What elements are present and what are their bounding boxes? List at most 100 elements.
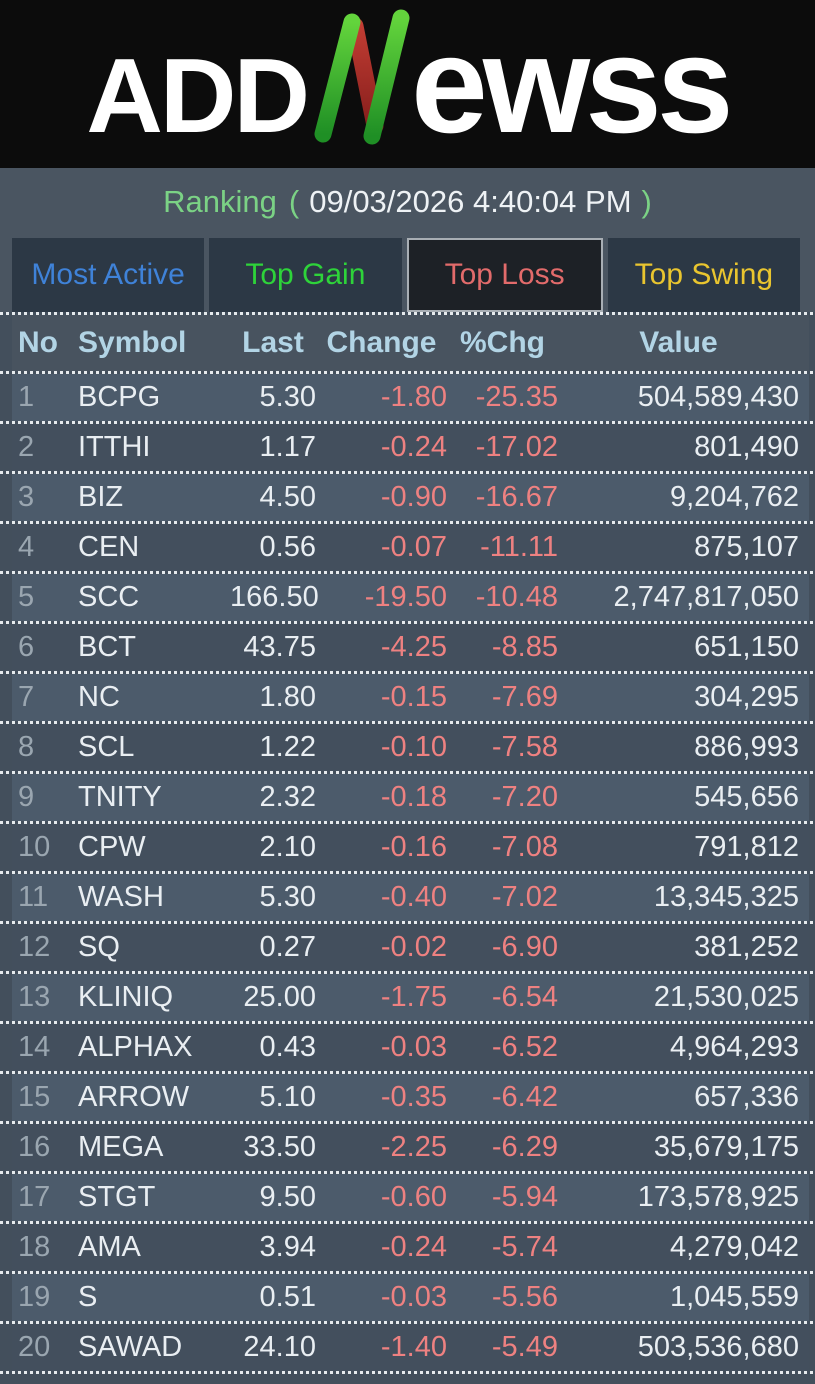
app-logo: ADD ewss [86,4,734,165]
table-row[interactable]: 1 BCPG 5.30 -1.80 -25.35 504,589,430 [12,374,809,421]
price-change: -0.07 [380,531,447,563]
percent-change: -7.69 [491,681,558,713]
price-change: -2.25 [380,1131,447,1163]
rank-number: 2 [18,431,35,463]
percent-change: -7.08 [491,831,558,863]
price-change: -0.10 [380,731,447,763]
last-price: 1.80 [259,681,316,713]
divider [0,471,815,474]
price-change: -0.35 [380,1081,447,1113]
price-change: -0.03 [380,1031,447,1063]
table-row[interactable]: 4 CEN 0.56 -0.07 -11.11 875,107 [12,524,809,571]
price-change: -19.50 [364,581,447,613]
last-price: 4.50 [259,481,316,513]
last-price: 9.50 [259,1181,316,1213]
stock-symbol: CPW [78,831,146,863]
trade-value: 9,204,762 [669,481,799,513]
stock-symbol: BIZ [78,481,124,513]
last-price: 1.17 [259,431,316,463]
table-row[interactable]: 3 BIZ 4.50 -0.90 -16.67 9,204,762 [12,474,809,521]
divider [0,371,815,374]
trade-value: 1,045,559 [669,1281,799,1313]
close-paren: ) [641,184,652,219]
percent-change: -10.48 [475,581,558,613]
price-change: -0.15 [380,681,447,713]
last-price: 25.00 [243,981,316,1013]
rank-number: 15 [18,1081,51,1113]
table-row[interactable]: 11 WASH 5.30 -0.40 -7.02 13,345,325 [12,874,809,921]
table-row[interactable]: 16 MEGA 33.50 -2.25 -6.29 35,679,175 [12,1124,809,1171]
rank-number: 14 [18,1031,51,1063]
percent-change: -11.11 [480,531,558,563]
table-row[interactable]: 13 KLINIQ 25.00 -1.75 -6.54 21,530,025 [12,974,809,1021]
divider [0,1321,815,1324]
table-row[interactable]: 15 ARROW 5.10 -0.35 -6.42 657,336 [12,1074,809,1121]
divider [0,921,815,924]
tab-top-gain[interactable]: Top Gain [209,238,402,312]
last-price: 166.50 [230,581,319,613]
trade-value: 35,679,175 [653,1131,799,1163]
divider [0,1221,815,1224]
divider [0,771,815,774]
divider [0,1171,815,1174]
table-row[interactable]: 7 NC 1.80 -0.15 -7.69 304,295 [12,674,809,721]
trade-value: 381,252 [694,931,799,963]
percent-change: -7.58 [491,731,558,763]
table-row[interactable]: 8 SCL 1.22 -0.10 -7.58 886,993 [12,724,809,771]
table-row[interactable]: 6 BCT 43.75 -4.25 -8.85 651,150 [12,624,809,671]
price-change: -1.75 [380,981,447,1013]
percent-change: -8.85 [491,631,558,663]
tab-top-loss[interactable]: Top Loss [406,238,603,312]
price-change: -0.60 [380,1181,447,1213]
table-row[interactable]: 12 SQ 0.27 -0.02 -6.90 381,252 [12,924,809,971]
table-row[interactable]: 5 SCC 166.50 -19.50 -10.48 2,747,817,050 [12,574,809,621]
last-price: 2.32 [259,781,316,813]
column-header-last: Last [242,326,304,359]
table-row[interactable]: 9 TNITY 2.32 -0.18 -7.20 545,656 [12,774,809,821]
stock-symbol: SAWAD [78,1331,183,1363]
table-row[interactable]: 17 STGT 9.50 -0.60 -5.94 173,578,925 [12,1174,809,1221]
divider [0,1271,815,1274]
table-row[interactable]: 2 ITTHI 1.17 -0.24 -17.02 801,490 [12,424,809,471]
stock-symbol: BCT [78,631,136,663]
tab-most-active[interactable]: Most Active [12,238,205,312]
table-row[interactable]: 10 CPW 2.10 -0.16 -7.08 791,812 [12,824,809,871]
stock-symbol: SCC [78,581,140,613]
tab-top-swing[interactable]: Top Swing [607,238,800,312]
price-change: -0.24 [380,431,447,463]
last-price: 0.56 [259,531,316,563]
logo-text-ewss: ewss [411,7,734,162]
ranking-tabs: Most Active Top Gain Top Loss Top Swing [0,236,815,312]
percent-change: -6.29 [491,1131,558,1163]
divider [0,1071,815,1074]
trade-value: 21,530,025 [653,981,799,1013]
percent-change: -7.02 [491,881,558,913]
rank-number: 7 [18,681,35,713]
stock-symbol: BCPG [78,381,161,413]
rank-number: 4 [18,531,35,563]
divider [0,821,815,824]
ranking-table: 1 BCPG 5.30 -1.80 -25.35 504,589,430 2 I… [0,374,815,1374]
stock-symbol: MEGA [78,1131,164,1163]
table-row[interactable]: 14 ALPHAX 0.43 -0.03 -6.52 4,964,293 [12,1024,809,1071]
percent-change: -6.90 [491,931,558,963]
table-row[interactable]: 18 AMA 3.94 -0.24 -5.74 4,279,042 [12,1224,809,1271]
app-header: ADD ewss [0,0,815,168]
divider [0,312,815,315]
table-row[interactable]: 20 SAWAD 24.10 -1.40 -5.49 503,536,680 [12,1324,809,1371]
divider [0,971,815,974]
last-price: 5.30 [259,881,316,913]
rank-number: 16 [18,1131,51,1163]
rank-number: 1 [18,381,35,413]
percent-change: -6.52 [491,1031,558,1063]
trade-value: 173,578,925 [637,1181,799,1213]
rank-number: 10 [18,831,51,863]
table-header-row: No Symbol Last Change %Chg Value [12,315,809,371]
table-row[interactable]: 19 S 0.51 -0.03 -5.56 1,045,559 [12,1274,809,1321]
price-change: -1.80 [380,381,447,413]
trade-value: 651,150 [694,631,799,663]
column-header-change: Change [326,326,437,359]
percent-change: -17.02 [475,431,558,463]
rank-number: 17 [18,1181,51,1213]
divider [0,521,815,524]
